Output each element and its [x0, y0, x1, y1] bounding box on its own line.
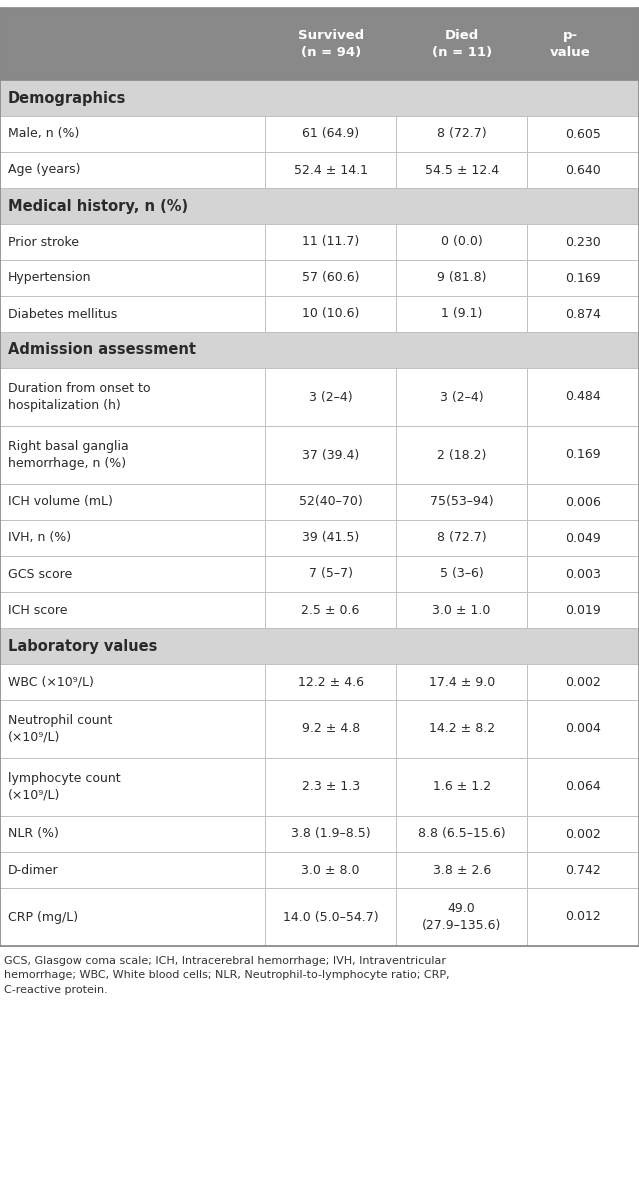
Bar [0, 700, 639, 758]
Text: 14.2 ± 8.2: 14.2 ± 8.2 [429, 723, 495, 736]
Bar [0, 368, 639, 426]
Bar [0, 520, 639, 556]
Bar [0, 592, 639, 628]
Text: 3.8 ± 2.6: 3.8 ± 2.6 [433, 863, 491, 876]
Text: 2.5 ± 0.6: 2.5 ± 0.6 [302, 604, 360, 617]
Text: 0.605: 0.605 [565, 127, 601, 140]
Text: ICH volume (mL): ICH volume (mL) [8, 495, 113, 508]
Text: Neutrophil count
(×10⁹/L): Neutrophil count (×10⁹/L) [8, 714, 112, 744]
Text: 57 (60.6): 57 (60.6) [302, 271, 359, 284]
Text: 5 (3–6): 5 (3–6) [440, 567, 484, 580]
Text: 0.064: 0.064 [566, 780, 601, 793]
Text: Admission assessment: Admission assessment [8, 343, 196, 357]
Bar [0, 556, 639, 592]
Bar [0, 628, 639, 664]
Text: 0.230: 0.230 [566, 236, 601, 249]
Text: 0.002: 0.002 [565, 828, 601, 841]
Text: 3 (2–4): 3 (2–4) [309, 390, 353, 403]
Bar [0, 664, 639, 700]
Text: GCS, Glasgow coma scale; ICH, Intracerebral hemorrhage; IVH, Intraventricular
he: GCS, Glasgow coma scale; ICH, Intracereb… [4, 956, 450, 995]
Text: lymphocyte count
(×10⁹/L): lymphocyte count (×10⁹/L) [8, 772, 121, 802]
Text: 0.003: 0.003 [565, 567, 601, 580]
Text: Medical history, n (%): Medical history, n (%) [8, 198, 188, 213]
Text: 3.0 ± 1.0: 3.0 ± 1.0 [433, 604, 491, 617]
Text: 0.049: 0.049 [566, 532, 601, 545]
Bar [0, 80, 639, 116]
Text: 8.8 (6.5–15.6): 8.8 (6.5–15.6) [418, 828, 505, 841]
Text: 8 (72.7): 8 (72.7) [437, 532, 486, 545]
Text: 0 (0.0): 0 (0.0) [441, 236, 482, 249]
Text: 8 (72.7): 8 (72.7) [437, 127, 486, 140]
Text: Right basal ganglia
hemorrhage, n (%): Right basal ganglia hemorrhage, n (%) [8, 440, 128, 469]
Text: 0.169: 0.169 [566, 271, 601, 284]
Text: 75(53–94): 75(53–94) [430, 495, 493, 508]
Bar [0, 758, 639, 816]
Text: D-dimer: D-dimer [8, 863, 59, 876]
Text: 0.002: 0.002 [565, 676, 601, 689]
Text: 0.006: 0.006 [565, 495, 601, 508]
Text: 0.004: 0.004 [565, 723, 601, 736]
Text: 61 (64.9): 61 (64.9) [302, 127, 359, 140]
Text: 2.3 ± 1.3: 2.3 ± 1.3 [302, 780, 360, 793]
Text: 1 (9.1): 1 (9.1) [441, 308, 482, 321]
Text: 0.742: 0.742 [566, 863, 601, 876]
Text: Hypertension: Hypertension [8, 271, 91, 284]
Text: 0.874: 0.874 [565, 308, 601, 321]
Text: 12.2 ± 4.6: 12.2 ± 4.6 [298, 676, 364, 689]
Text: 7 (5–7): 7 (5–7) [309, 567, 353, 580]
Text: 52.4 ± 14.1: 52.4 ± 14.1 [294, 164, 367, 177]
Bar [0, 116, 639, 152]
Bar [0, 152, 639, 187]
Bar [0, 8, 639, 80]
Bar [0, 852, 639, 888]
Text: 54.5 ± 12.4: 54.5 ± 12.4 [424, 164, 499, 177]
Text: WBC (×10⁹/L): WBC (×10⁹/L) [8, 676, 94, 689]
Text: 0.640: 0.640 [566, 164, 601, 177]
Text: 10 (10.6): 10 (10.6) [302, 308, 359, 321]
Bar [0, 485, 639, 520]
Text: 0.484: 0.484 [566, 390, 601, 403]
Text: 3.0 ± 8.0: 3.0 ± 8.0 [302, 863, 360, 876]
Bar [0, 332, 639, 368]
Text: Male, n (%): Male, n (%) [8, 127, 79, 140]
Bar [0, 426, 639, 485]
Text: 17.4 ± 9.0: 17.4 ± 9.0 [429, 676, 495, 689]
Text: ICH score: ICH score [8, 604, 68, 617]
Bar [0, 187, 639, 224]
Text: Prior stroke: Prior stroke [8, 236, 79, 249]
Text: 0.169: 0.169 [566, 448, 601, 461]
Bar [0, 816, 639, 852]
Bar [0, 261, 639, 296]
Text: Age (years): Age (years) [8, 164, 81, 177]
Text: 3 (2–4): 3 (2–4) [440, 390, 484, 403]
Text: Survived
(n = 94): Survived (n = 94) [298, 29, 364, 59]
Bar [0, 296, 639, 332]
Bar [0, 888, 639, 946]
Text: NLR (%): NLR (%) [8, 828, 59, 841]
Text: Died
(n = 11): Died (n = 11) [431, 29, 492, 59]
Bar [0, 224, 639, 261]
Text: 37 (39.4): 37 (39.4) [302, 448, 359, 461]
Text: 3.8 (1.9–8.5): 3.8 (1.9–8.5) [291, 828, 371, 841]
Text: Laboratory values: Laboratory values [8, 639, 157, 653]
Text: p-
value: p- value [550, 29, 590, 59]
Text: Diabetes mellitus: Diabetes mellitus [8, 308, 117, 321]
Text: 9.2 ± 4.8: 9.2 ± 4.8 [302, 723, 360, 736]
Text: 39 (41.5): 39 (41.5) [302, 532, 359, 545]
Text: 9 (81.8): 9 (81.8) [437, 271, 486, 284]
Text: 0.019: 0.019 [566, 604, 601, 617]
Text: Demographics: Demographics [8, 91, 127, 105]
Text: 0.012: 0.012 [566, 910, 601, 923]
Text: 2 (18.2): 2 (18.2) [437, 448, 486, 461]
Text: 14.0 (5.0–54.7): 14.0 (5.0–54.7) [283, 910, 378, 923]
Text: 52(40–70): 52(40–70) [299, 495, 362, 508]
Text: GCS score: GCS score [8, 567, 72, 580]
Text: 11 (11.7): 11 (11.7) [302, 236, 359, 249]
Text: 1.6 ± 1.2: 1.6 ± 1.2 [433, 780, 491, 793]
Text: IVH, n (%): IVH, n (%) [8, 532, 71, 545]
Text: CRP (mg/L): CRP (mg/L) [8, 910, 78, 923]
Text: Duration from onset to
hospitalization (h): Duration from onset to hospitalization (… [8, 382, 151, 411]
Text: 49.0
(27.9–135.6): 49.0 (27.9–135.6) [422, 902, 502, 931]
